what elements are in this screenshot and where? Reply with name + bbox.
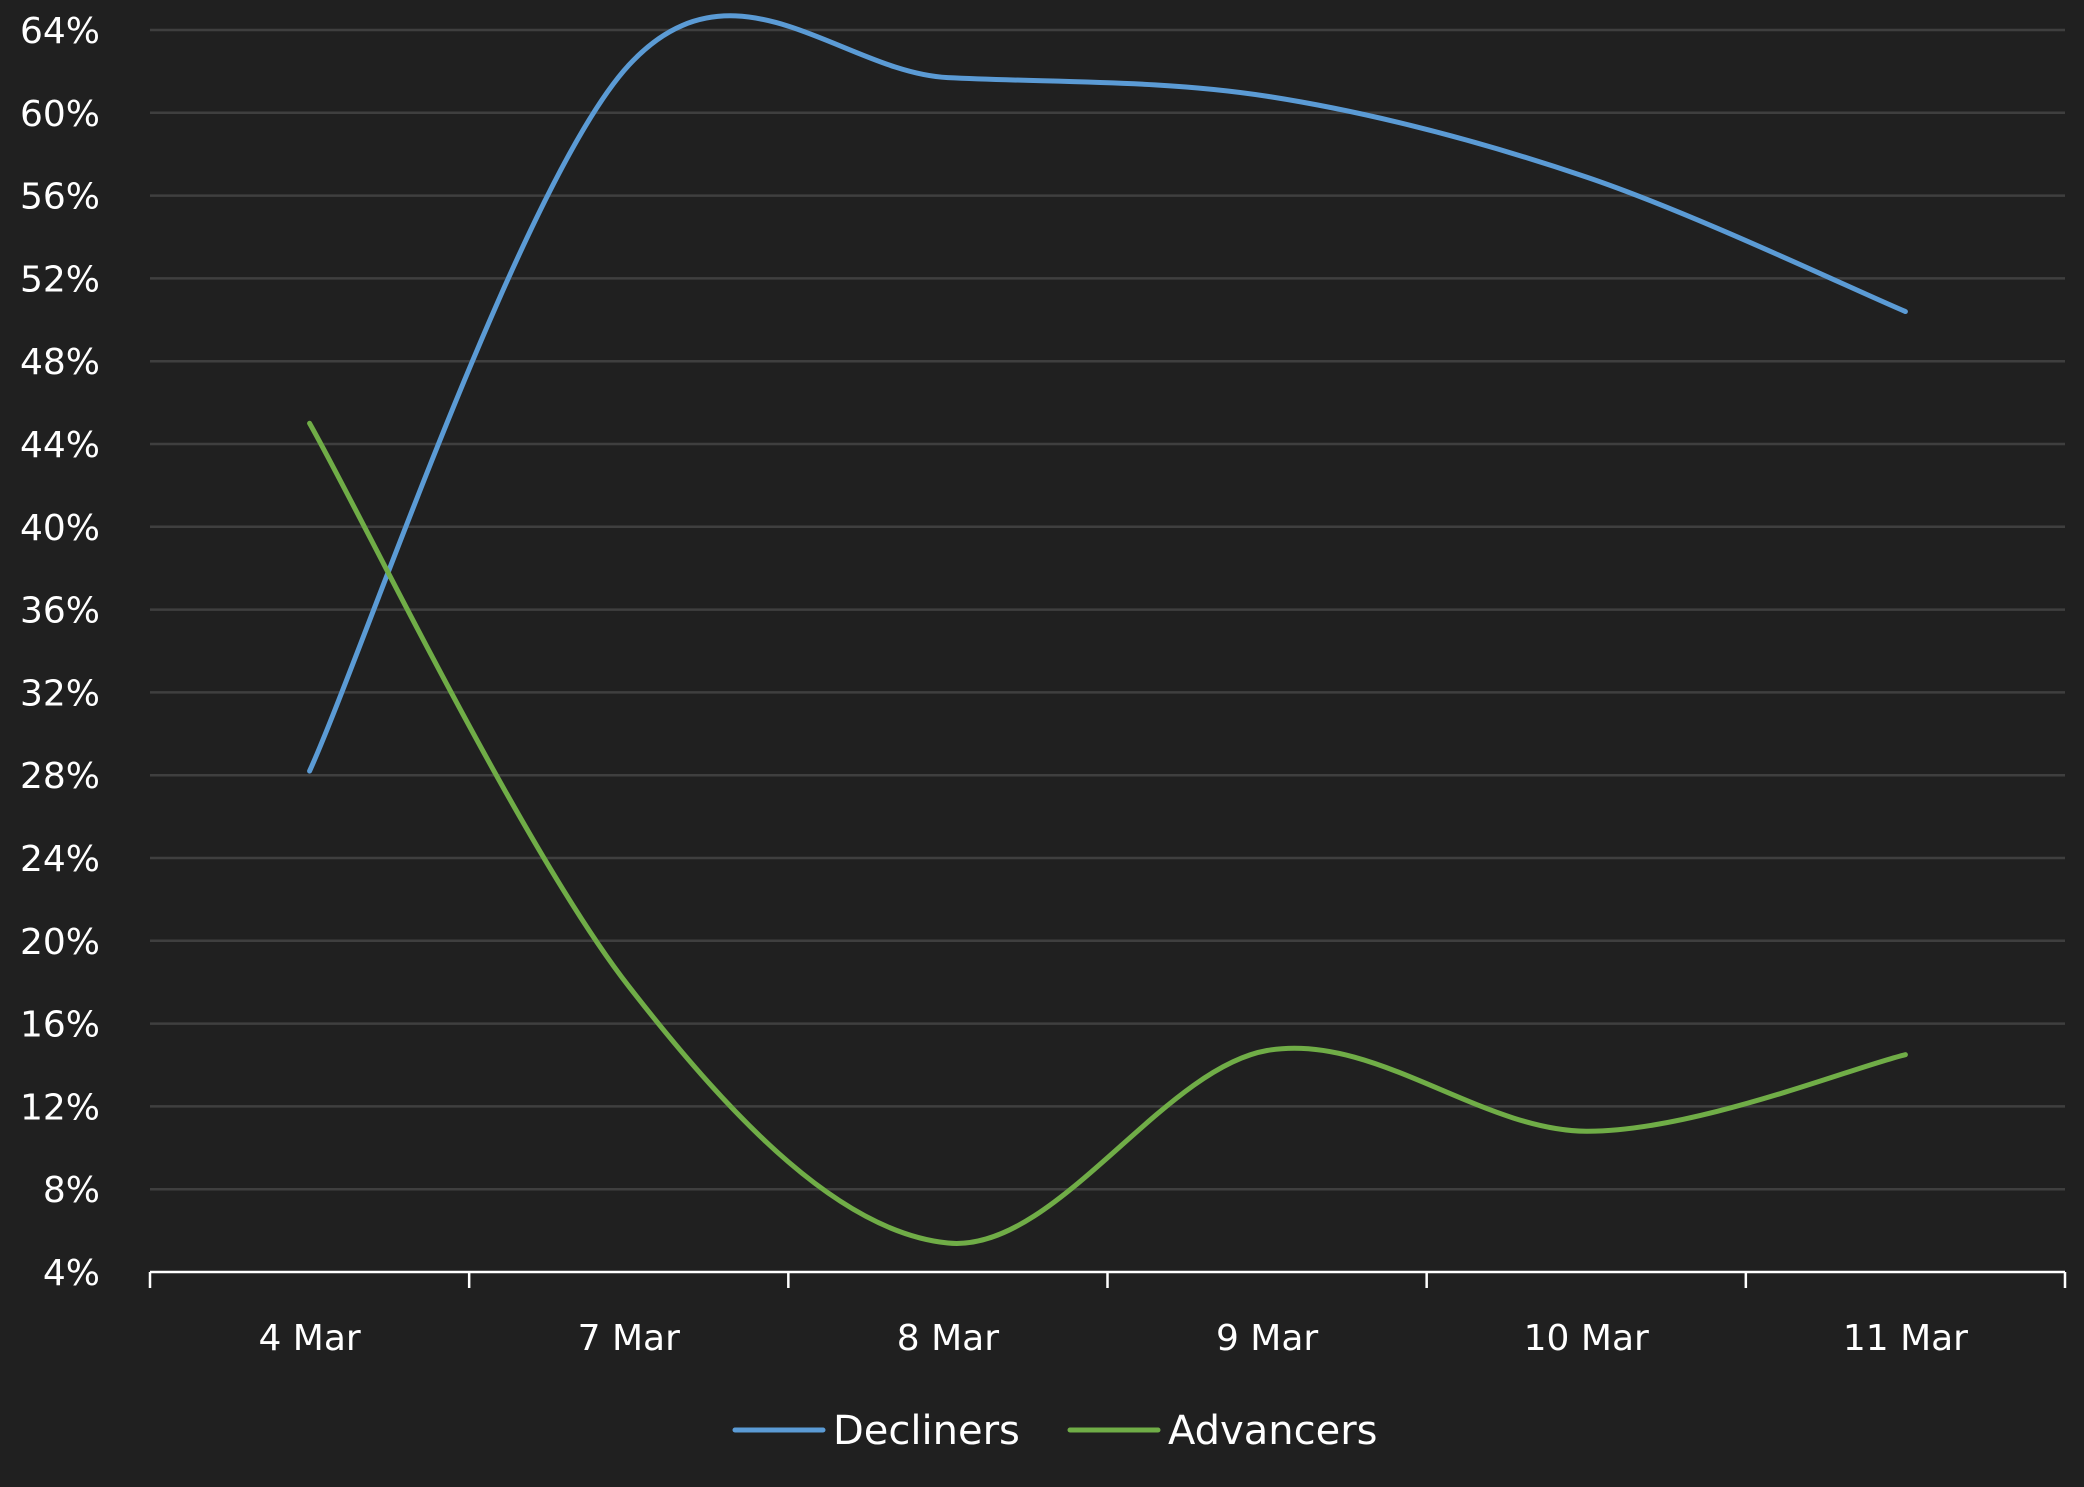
y-tick-label: 56% <box>20 177 100 218</box>
x-tick-label: 10 Mar <box>1524 1318 1649 1359</box>
y-tick-label: 4% <box>43 1253 100 1294</box>
series-lines <box>307 13 1908 1246</box>
gridlines <box>150 28 2065 1191</box>
x-tick-label: 11 Mar <box>1843 1318 1968 1359</box>
y-tick-label: 60% <box>20 94 100 135</box>
y-tick-label: 52% <box>20 259 100 300</box>
y-axis-tick-labels: 4% 8% 12% 16% 20% 24% 28% 32% 36% 40% 44% 48% 52% 56%… <box>20 11 100 1294</box>
y-tick-label: 28% <box>20 756 100 797</box>
y-tick-label: 32% <box>20 673 100 714</box>
y-tick-label: 48% <box>20 342 100 383</box>
legend-label-decliners: Decliners <box>833 1408 1020 1454</box>
series-line-advancers <box>307 420 1908 1246</box>
y-tick-label: 44% <box>20 425 100 466</box>
x-tick-label: 8 Mar <box>897 1318 999 1359</box>
y-tick-label: 8% <box>43 1170 100 1211</box>
x-tick-label: 9 Mar <box>1216 1318 1318 1359</box>
x-axis-tick-labels: 4 Mar 7 Mar 8 Mar 9 Mar 10 Mar 11 Mar <box>258 1318 1968 1359</box>
y-tick-label: 24% <box>20 839 100 880</box>
y-tick-label: 36% <box>20 591 100 632</box>
y-tick-label: 40% <box>20 508 100 549</box>
x-axis <box>148 1270 2067 1288</box>
legend: Decliners Advancers <box>732 1408 1377 1454</box>
x-tick-label: 4 Mar <box>258 1318 360 1359</box>
y-tick-label: 12% <box>20 1087 100 1128</box>
x-tick-label: 7 Mar <box>578 1318 680 1359</box>
y-tick-label: 16% <box>20 1005 100 1046</box>
y-tick-label: 20% <box>20 922 100 963</box>
legend-label-advancers: Advancers <box>1168 1408 1377 1454</box>
series-line-decliners <box>307 13 1908 774</box>
y-tick-label: 64% <box>20 11 100 52</box>
